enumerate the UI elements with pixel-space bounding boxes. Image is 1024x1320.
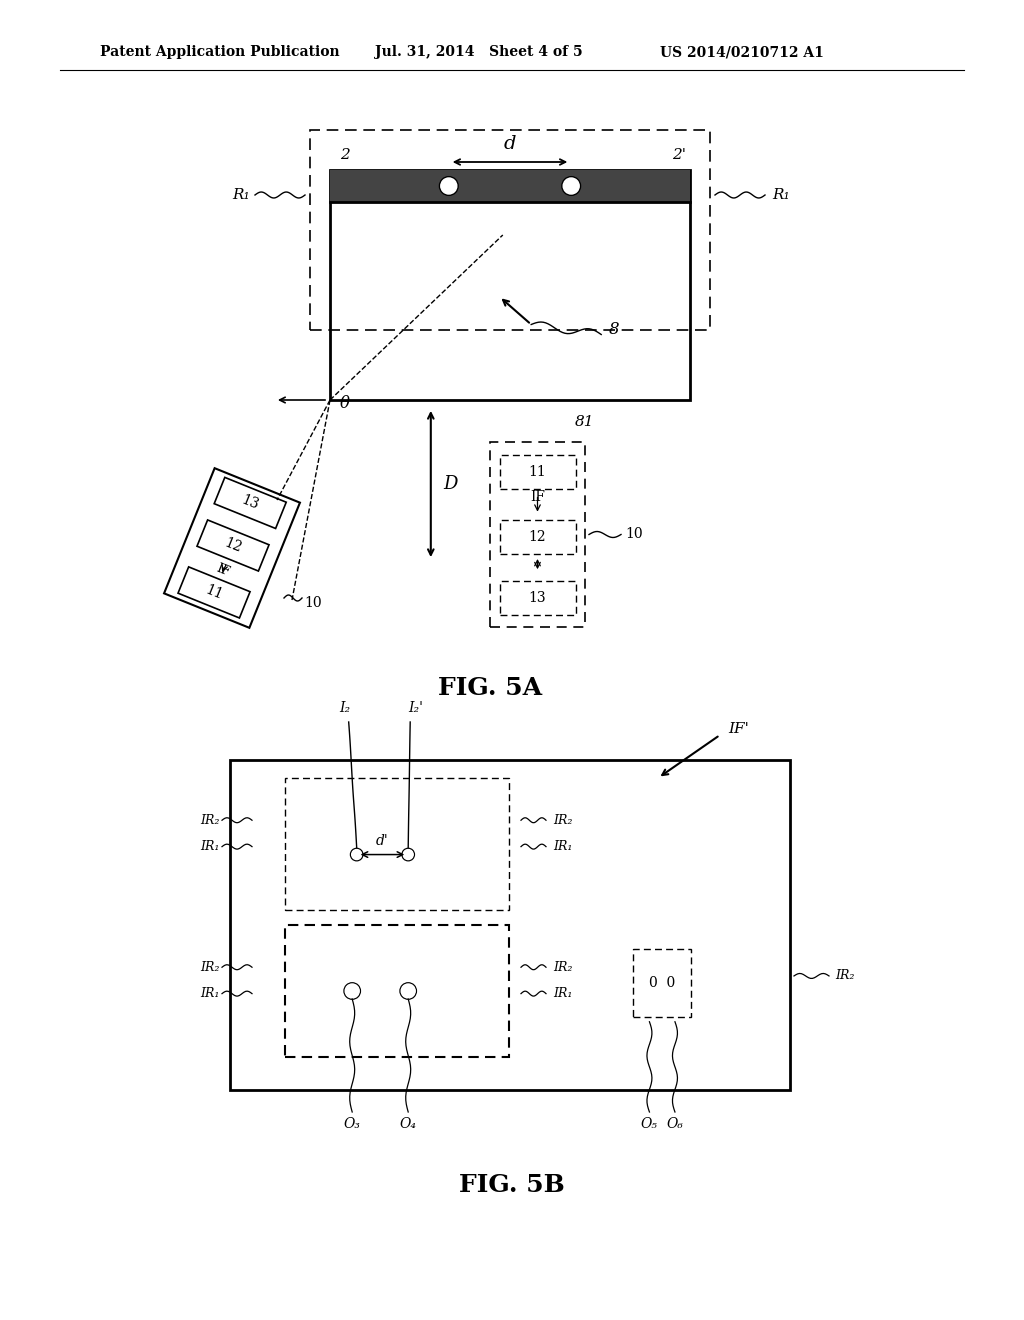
Text: IR₁: IR₁ <box>201 840 220 853</box>
Circle shape <box>345 983 359 998</box>
Polygon shape <box>214 478 287 528</box>
Text: 12: 12 <box>528 529 547 544</box>
Text: 81: 81 <box>574 414 594 429</box>
Text: US 2014/0210712 A1: US 2014/0210712 A1 <box>660 45 824 59</box>
Text: 10: 10 <box>625 528 643 541</box>
Text: 8: 8 <box>609 321 620 338</box>
Text: 10: 10 <box>304 597 322 610</box>
Text: IR₂: IR₂ <box>553 813 572 826</box>
Bar <box>500 455 575 490</box>
Text: O₅: O₅ <box>641 1117 658 1131</box>
Polygon shape <box>197 520 269 572</box>
Text: IF: IF <box>214 561 231 578</box>
Circle shape <box>351 850 361 859</box>
Text: 13: 13 <box>240 494 261 512</box>
Bar <box>310 129 710 330</box>
Text: θ: θ <box>340 395 350 412</box>
Text: O₄: O₄ <box>399 1117 417 1131</box>
Text: 12: 12 <box>222 536 244 556</box>
Text: FIG. 5B: FIG. 5B <box>459 1173 565 1197</box>
Text: 0  0: 0 0 <box>649 975 675 990</box>
Text: I₂': I₂' <box>409 701 424 715</box>
Bar <box>500 520 575 554</box>
Text: IR₂: IR₂ <box>201 813 220 826</box>
Bar <box>490 442 585 627</box>
Polygon shape <box>178 566 250 618</box>
Text: IR₁: IR₁ <box>553 840 572 853</box>
Text: O₆: O₆ <box>667 1117 683 1131</box>
Bar <box>500 581 575 615</box>
Bar <box>330 170 690 400</box>
Text: IF': IF' <box>728 722 749 737</box>
Text: Patent Application Publication: Patent Application Publication <box>100 45 340 59</box>
Bar <box>330 170 690 202</box>
Text: R₁: R₁ <box>232 187 250 202</box>
Text: IR₁: IR₁ <box>553 987 572 1001</box>
Text: 2: 2 <box>340 148 350 162</box>
Circle shape <box>563 178 580 194</box>
Text: d: d <box>504 135 516 153</box>
Bar <box>230 760 790 1090</box>
Text: IR₁: IR₁ <box>201 987 220 1001</box>
Text: R₁: R₁ <box>772 187 790 202</box>
Text: IR₂: IR₂ <box>553 961 572 974</box>
Bar <box>285 777 509 909</box>
Text: I₂: I₂ <box>339 701 350 715</box>
Text: 2': 2' <box>672 148 686 162</box>
Circle shape <box>403 850 414 859</box>
Text: d': d' <box>376 833 389 847</box>
Text: IR₂: IR₂ <box>835 969 854 982</box>
Circle shape <box>401 983 415 998</box>
Text: 11: 11 <box>528 465 547 479</box>
Text: IR₂: IR₂ <box>201 961 220 974</box>
Text: D: D <box>442 475 457 492</box>
Circle shape <box>440 178 457 194</box>
Text: FIG. 5A: FIG. 5A <box>438 676 542 700</box>
Text: IF: IF <box>530 490 545 503</box>
Bar <box>285 925 509 1057</box>
Text: Jul. 31, 2014   Sheet 4 of 5: Jul. 31, 2014 Sheet 4 of 5 <box>375 45 583 59</box>
Bar <box>633 949 691 1016</box>
Text: 11: 11 <box>203 582 225 602</box>
Text: 13: 13 <box>528 591 547 605</box>
Text: O₃: O₃ <box>344 1117 360 1131</box>
